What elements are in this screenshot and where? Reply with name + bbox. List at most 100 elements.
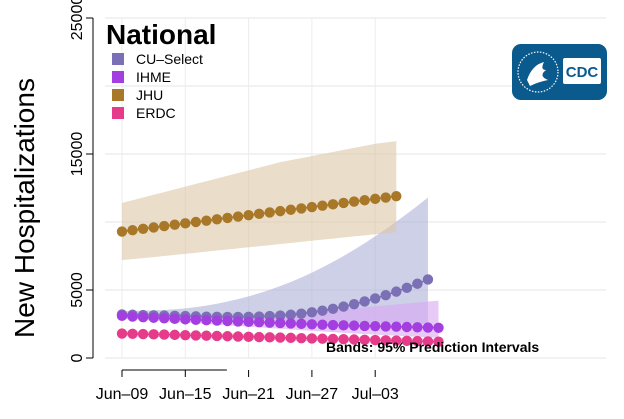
y-tick-label: 15000 bbox=[69, 132, 86, 177]
data-point bbox=[285, 204, 296, 215]
data-point bbox=[317, 200, 328, 211]
data-point bbox=[306, 201, 318, 213]
data-point bbox=[285, 332, 296, 344]
data-point bbox=[285, 309, 296, 320]
prediction-band bbox=[122, 197, 428, 324]
axes bbox=[86, 17, 376, 377]
hhs-eagle-icon bbox=[517, 51, 559, 93]
data-point bbox=[359, 320, 370, 332]
cdc-logo: CDC bbox=[512, 44, 607, 100]
legend-swatch bbox=[112, 53, 124, 65]
data-point bbox=[348, 320, 360, 331]
data-point bbox=[116, 328, 128, 339]
data-point bbox=[370, 320, 381, 332]
data-point bbox=[264, 332, 275, 343]
data-point bbox=[222, 315, 233, 327]
data-point bbox=[391, 286, 402, 297]
data-point bbox=[222, 331, 233, 342]
data-point bbox=[201, 314, 212, 326]
data-point bbox=[169, 329, 180, 341]
data-point bbox=[211, 214, 223, 225]
data-point bbox=[380, 192, 391, 203]
legend-swatch bbox=[112, 107, 124, 119]
legend-label: IHME bbox=[136, 69, 171, 85]
data-point bbox=[201, 330, 212, 341]
data-point bbox=[180, 314, 191, 325]
x-tick-label: Jun–09 bbox=[96, 386, 149, 403]
data-point bbox=[190, 330, 202, 341]
data-point bbox=[243, 210, 254, 221]
data-point bbox=[327, 333, 339, 345]
data-point bbox=[296, 318, 307, 330]
data-point bbox=[412, 322, 423, 333]
data-point bbox=[201, 215, 212, 226]
y-tick-label: 5000 bbox=[69, 272, 86, 308]
prediction-band bbox=[122, 141, 397, 261]
data-point bbox=[317, 305, 328, 316]
data-point bbox=[127, 224, 138, 236]
data-point bbox=[243, 331, 254, 342]
data-point bbox=[148, 312, 159, 323]
series-points bbox=[116, 190, 444, 347]
data-point bbox=[359, 296, 370, 307]
data-point bbox=[159, 329, 170, 340]
data-point bbox=[296, 332, 307, 344]
data-point bbox=[296, 308, 307, 319]
data-point bbox=[285, 318, 296, 329]
band-annotation: Bands: 95% Prediction Intervals bbox=[326, 339, 539, 355]
data-point bbox=[359, 195, 370, 206]
x-tick-labels: Jun–09 Jun–15 Jun–21 Jun–27 Jul–03 bbox=[96, 386, 399, 403]
data-point bbox=[391, 190, 402, 202]
data-point bbox=[348, 298, 360, 310]
data-point bbox=[433, 336, 444, 347]
data-point bbox=[370, 193, 381, 205]
data-point bbox=[412, 335, 423, 347]
data-point bbox=[296, 203, 307, 214]
x-tick-label: Jun–15 bbox=[159, 386, 212, 403]
data-point bbox=[306, 307, 318, 318]
y-axis-label: New Hospitalizations bbox=[9, 78, 40, 338]
data-point bbox=[148, 329, 159, 340]
data-point bbox=[169, 219, 180, 230]
data-point bbox=[348, 334, 360, 345]
data-point bbox=[137, 223, 149, 234]
data-point bbox=[180, 218, 191, 229]
data-point bbox=[306, 333, 318, 344]
data-point bbox=[327, 199, 339, 210]
data-point bbox=[232, 211, 244, 222]
data-point bbox=[180, 329, 191, 341]
data-point bbox=[148, 222, 159, 233]
data-point bbox=[422, 322, 434, 333]
data-point bbox=[422, 336, 434, 347]
legend-label: JHU bbox=[136, 87, 163, 103]
data-point bbox=[264, 207, 275, 218]
data-point bbox=[327, 319, 339, 331]
data-point bbox=[380, 321, 391, 332]
data-point bbox=[275, 205, 286, 217]
data-point bbox=[127, 311, 138, 322]
data-point bbox=[275, 317, 286, 329]
data-point bbox=[306, 319, 318, 330]
legend-swatch bbox=[112, 71, 124, 83]
data-point bbox=[401, 282, 413, 294]
legend-label: CU–Select bbox=[136, 51, 203, 67]
data-point bbox=[380, 289, 391, 301]
y-tick-labels: 0 5000 15000 25000 bbox=[69, 0, 86, 362]
data-point bbox=[275, 332, 286, 343]
data-point bbox=[116, 310, 128, 322]
data-point bbox=[232, 331, 244, 342]
data-point bbox=[222, 212, 233, 224]
data-point bbox=[401, 321, 413, 333]
data-point bbox=[159, 313, 170, 324]
x-tick-label: Jun–27 bbox=[286, 386, 339, 403]
x-tick-label: Jul–03 bbox=[352, 386, 399, 403]
data-point bbox=[169, 313, 180, 325]
data-point bbox=[317, 319, 328, 330]
data-point bbox=[338, 197, 349, 209]
data-point bbox=[401, 335, 413, 347]
data-point bbox=[190, 216, 202, 228]
data-point bbox=[264, 317, 275, 328]
data-point bbox=[137, 328, 149, 340]
data-point bbox=[338, 301, 349, 312]
